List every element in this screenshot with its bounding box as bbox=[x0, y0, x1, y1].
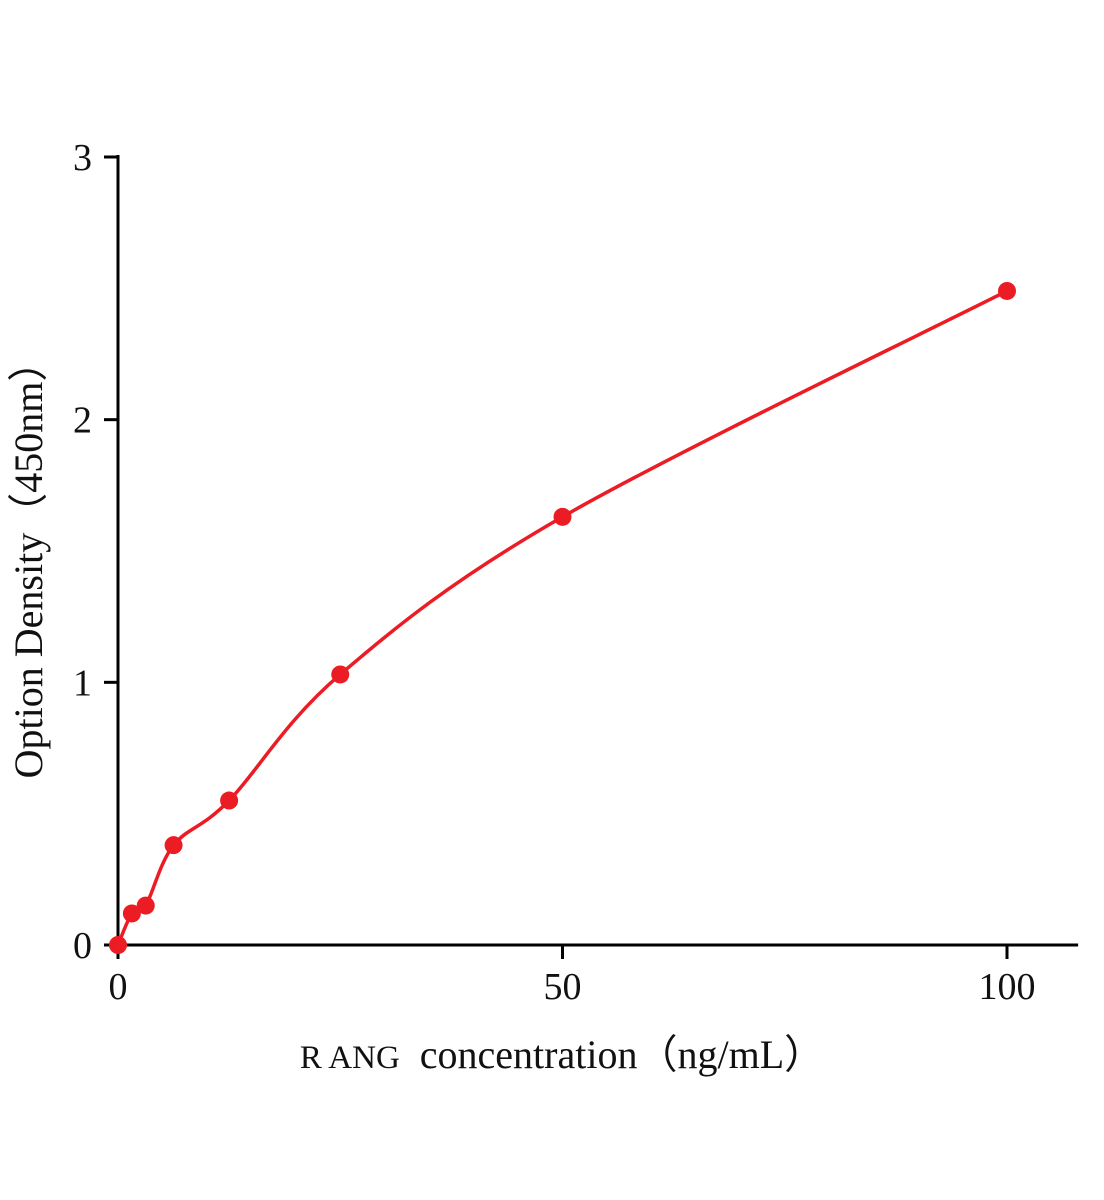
x-tick-label: 100 bbox=[979, 966, 1036, 1008]
data-point-marker bbox=[331, 665, 350, 684]
x-axis-title-prefix: R ANG bbox=[300, 1040, 400, 1076]
x-tick-label: 0 bbox=[109, 966, 128, 1008]
x-tick-label: 50 bbox=[544, 966, 582, 1008]
data-point-marker bbox=[164, 836, 183, 855]
curve-line bbox=[116, 289, 1008, 946]
y-axis-title: Option Density（450nm） bbox=[6, 342, 51, 779]
y-tick-label: 1 bbox=[73, 662, 92, 704]
y-tick-label: 0 bbox=[73, 925, 92, 967]
x-axis-title-rest: concentration（ng/mL） bbox=[420, 1032, 824, 1077]
data-point-marker bbox=[220, 791, 239, 810]
data-point-marker bbox=[136, 896, 155, 915]
data-point-marker bbox=[122, 904, 141, 923]
data-point-marker bbox=[109, 936, 127, 954]
data-point-marker bbox=[553, 507, 572, 526]
plot-area: 0 50 100 0 1 2 3 bbox=[73, 137, 1079, 1008]
axes bbox=[116, 155, 1079, 947]
y-tick-label: 2 bbox=[73, 400, 92, 442]
x-axis-title: R ANG concentration（ng/mL） bbox=[300, 1032, 824, 1077]
y-tick-label: 3 bbox=[73, 137, 92, 179]
data-point-marker bbox=[998, 281, 1016, 300]
